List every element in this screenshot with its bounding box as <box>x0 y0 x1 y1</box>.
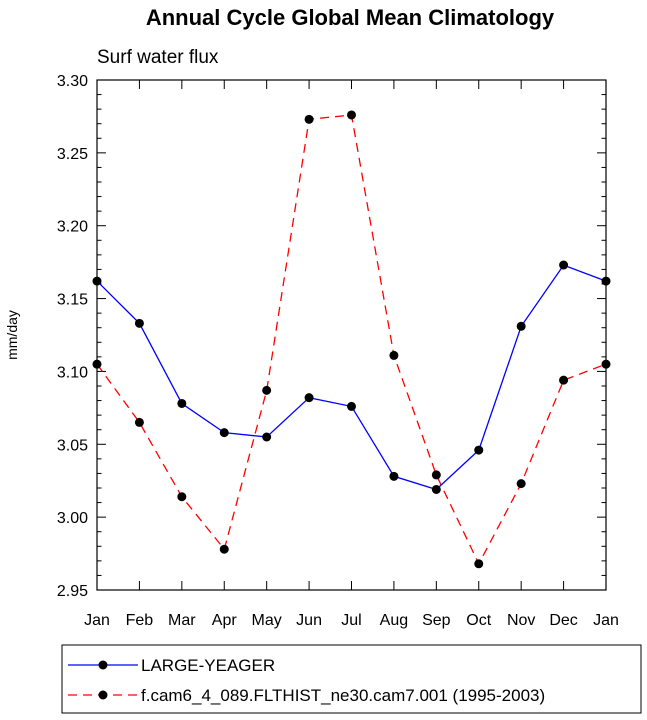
x-tick-label: Jan <box>593 612 619 629</box>
series-line-2 <box>96 114 607 566</box>
y-tick-label: 3.30 <box>57 73 88 90</box>
legend-label-2: f.cam6_4_089.FLTHIST_ne30.cam7.001 (1995… <box>141 686 545 705</box>
series-2-point <box>134 417 144 427</box>
x-tick-label: Jun <box>296 612 322 629</box>
legend-marker-2 <box>98 690 108 700</box>
series-line-1 <box>96 264 607 491</box>
x-tick-label: Apr <box>212 612 238 629</box>
x-tick-label: Jul <box>341 612 361 629</box>
series-1-point <box>177 398 187 408</box>
x-tick-label: Aug <box>380 612 408 629</box>
series-2-point <box>177 492 187 502</box>
series-1-point <box>389 471 399 481</box>
series-1-point <box>431 484 441 494</box>
legend-marker-1 <box>98 660 108 670</box>
series-2-point <box>389 350 399 360</box>
series-1-point <box>92 276 102 286</box>
y-tick-label: 3.05 <box>57 437 88 454</box>
legend-label-1: LARGE-YEAGER <box>141 656 275 675</box>
legend: LARGE-YEAGER f.cam6_4_089.FLTHIST_ne30.ca… <box>61 644 642 714</box>
x-tick-label: Oct <box>466 612 491 629</box>
series-2-point <box>92 359 102 369</box>
x-tick-label: Mar <box>168 612 196 629</box>
series-1-point <box>262 432 272 442</box>
series-1-point <box>559 260 569 270</box>
y-axis-label: mm/day <box>4 310 20 360</box>
x-tick-label: May <box>252 612 282 629</box>
y-tick-label: 3.00 <box>57 510 88 527</box>
legend-box <box>61 644 642 714</box>
x-tick-label: Sep <box>422 612 451 629</box>
series-2-point <box>431 470 441 480</box>
series-1-point <box>474 445 484 455</box>
chart-subtitle: Surf water flux <box>97 47 219 68</box>
series-2-point <box>347 110 356 120</box>
series-1-point <box>347 401 356 411</box>
x-tick-label: Feb <box>126 612 154 629</box>
series-2-point <box>474 559 484 569</box>
series-2-point <box>262 385 272 395</box>
x-tick-label: Jan <box>84 612 110 629</box>
x-tick-label: Nov <box>507 612 535 629</box>
series-1-point <box>219 428 229 438</box>
y-tick-label: 3.10 <box>57 364 88 381</box>
series-2-point <box>219 544 229 554</box>
series-1-point <box>304 393 314 403</box>
y-tick-label: 2.95 <box>57 583 88 600</box>
plot-area: 2.95 3.00 3.05 3.10 3.15 3.20 3.25 3.30 Jan Feb Ma… <box>57 73 619 629</box>
y-tick-label: 3.15 <box>57 292 88 309</box>
series-1-point <box>601 276 611 286</box>
chart-title: Annual Cycle Global Mean Climatology <box>146 5 555 30</box>
series-2-point <box>516 479 526 489</box>
series-1-point <box>516 321 526 331</box>
series-2-point <box>601 359 611 369</box>
y-tick-label: 3.20 <box>57 219 88 236</box>
y-tick-label: 3.25 <box>57 146 88 163</box>
series-2-point <box>559 375 569 385</box>
series-1-point <box>134 318 144 328</box>
plot-frame <box>96 79 607 591</box>
x-tick-label: Dec <box>549 612 577 629</box>
series-2-point <box>304 114 314 124</box>
